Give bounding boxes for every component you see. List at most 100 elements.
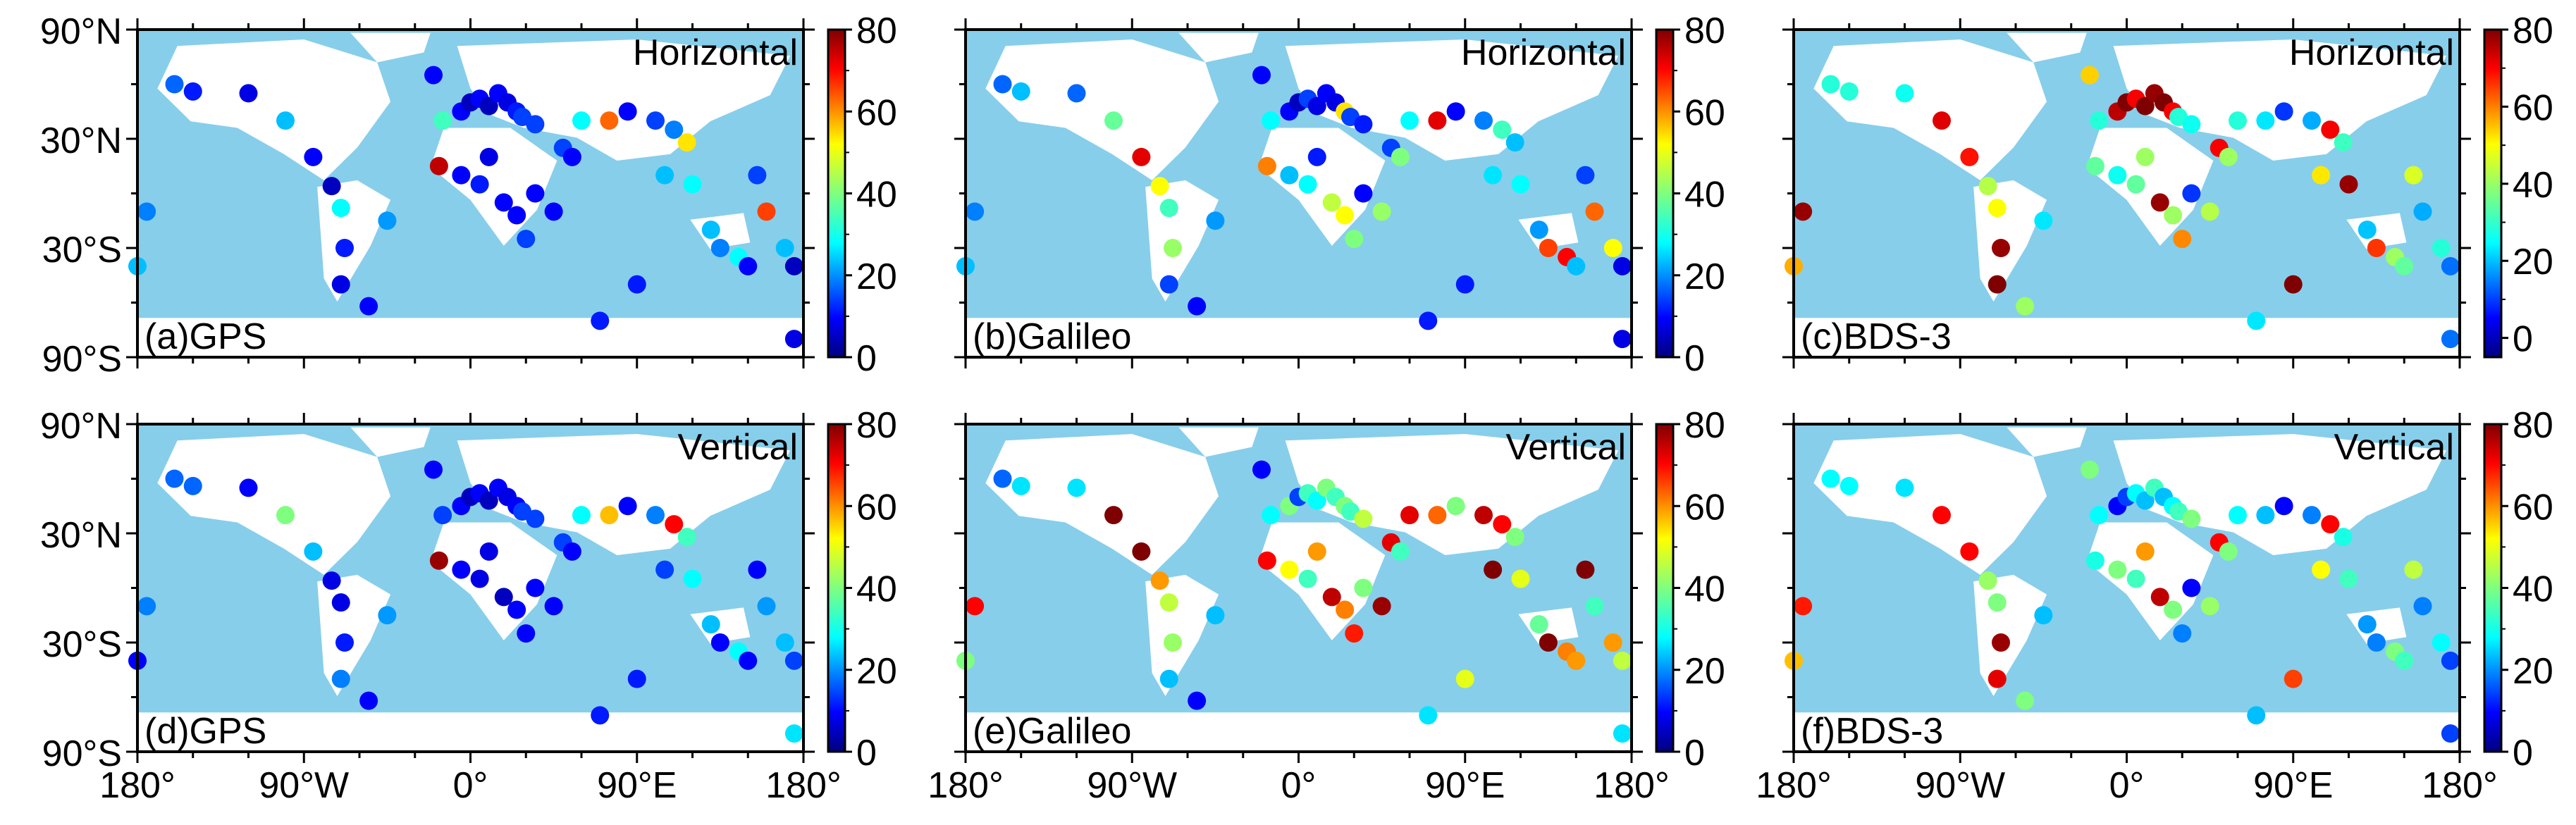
station-point [1821, 75, 1840, 94]
station-point [748, 166, 767, 185]
station-point [2200, 202, 2219, 221]
station-point [1298, 175, 1317, 194]
station-point [507, 600, 526, 619]
station-point [1252, 460, 1271, 479]
station-markers [1785, 460, 2460, 743]
station-point [710, 633, 729, 652]
station-point [1474, 506, 1493, 525]
station-point [784, 651, 803, 670]
x-tick-label: 180° [1756, 765, 1832, 806]
colorbar-tick-label: 20 [1684, 256, 1725, 297]
station-point [2016, 297, 2035, 316]
station-point [1529, 615, 1548, 634]
x-tick-label: 180° [99, 765, 175, 806]
station-point [2274, 497, 2293, 516]
station-point [775, 239, 794, 257]
station-point [1539, 239, 1558, 257]
station-point [2136, 542, 2155, 561]
station-point [239, 478, 258, 497]
station-point [618, 102, 637, 121]
station-point [544, 202, 563, 221]
station-point [2284, 275, 2303, 294]
station-point [1298, 569, 1317, 588]
station-point [2441, 651, 2460, 670]
station-point [1307, 542, 1326, 561]
station-point [1895, 478, 1914, 497]
station-point [757, 202, 776, 221]
colorbar-tick-label: 0 [1684, 733, 1705, 774]
station-point [2432, 633, 2451, 652]
station-point [429, 551, 448, 570]
station-point [1821, 469, 1840, 488]
colorbar [1655, 423, 1675, 753]
station-point [1354, 184, 1373, 203]
station-point [452, 166, 471, 185]
station-point [2413, 597, 2432, 616]
colorbar-tick-label: 20 [856, 256, 897, 297]
station-point [1455, 275, 1474, 294]
station-point [2441, 724, 2460, 743]
station-point [683, 569, 702, 588]
station-point [2404, 560, 2423, 579]
station-markers [956, 460, 1632, 743]
station-point [1307, 491, 1326, 510]
station-point [1978, 571, 1997, 590]
station-point [1576, 560, 1595, 579]
station-point [2334, 528, 2353, 547]
station-point [1960, 147, 1979, 166]
station-point [452, 560, 471, 579]
station-point [2404, 166, 2423, 185]
station-markers [128, 66, 803, 349]
station-point [1603, 239, 1622, 257]
station-point [677, 133, 696, 152]
station-point [1988, 199, 2007, 218]
station-point [2164, 206, 2183, 225]
station-point [1159, 669, 1178, 688]
station-point [655, 166, 674, 185]
station-point [165, 75, 184, 94]
station-point [2303, 111, 2321, 130]
station-point [1150, 177, 1169, 196]
station-point [683, 175, 702, 194]
station-point [1280, 166, 1299, 185]
station-point [1104, 111, 1123, 130]
station-point [757, 597, 776, 616]
station-point [2136, 97, 2155, 116]
station-point [331, 275, 350, 294]
station-point [2034, 211, 2053, 230]
station-point [2247, 706, 2266, 725]
station-point [600, 506, 619, 525]
x-tick-label: 0° [2109, 765, 2145, 806]
map-panel: (b)Galileo Horizontal 80 60 40 20 0 [954, 11, 1725, 379]
station-point [2413, 202, 2432, 221]
station-point [2173, 624, 2192, 643]
station-point [1505, 528, 1524, 547]
station-point [335, 633, 354, 652]
station-point [591, 706, 610, 725]
station-point [2034, 606, 2053, 625]
station-point [1474, 111, 1493, 130]
x-tick-label: 90°E [2253, 765, 2333, 806]
station-point [335, 239, 354, 257]
y-tick-label: 90°N [40, 406, 122, 447]
colorbar-tick-label: 0 [856, 338, 877, 379]
x-tick-label: 90°E [1425, 765, 1505, 806]
x-tick-label: 90°W [1915, 765, 2005, 806]
station-point [2441, 330, 2460, 349]
colorbar-tick-label: 80 [856, 11, 897, 51]
station-point [627, 275, 646, 294]
station-point [591, 311, 610, 330]
colorbar [1655, 28, 1675, 359]
station-point [429, 156, 448, 175]
station-point [2395, 651, 2414, 670]
station-point [1067, 84, 1086, 103]
station-point [2085, 551, 2104, 570]
colorbar-tick-label: 20 [2513, 242, 2553, 283]
station-point [1262, 111, 1281, 130]
colorbar-tick-label: 80 [2513, 405, 2553, 446]
station-point [2219, 542, 2238, 561]
station-point [1794, 597, 1813, 616]
station-point [665, 515, 684, 534]
